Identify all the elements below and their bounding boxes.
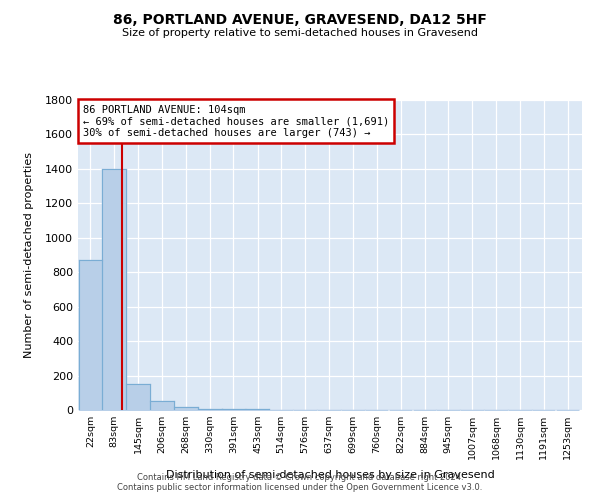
Text: Contains HM Land Registry data © Crown copyright and database right 2024.
Contai: Contains HM Land Registry data © Crown c… <box>118 473 482 492</box>
X-axis label: Distribution of semi-detached houses by size in Gravesend: Distribution of semi-detached houses by … <box>166 470 494 480</box>
Y-axis label: Number of semi-detached properties: Number of semi-detached properties <box>24 152 34 358</box>
Text: 86, PORTLAND AVENUE, GRAVESEND, DA12 5HF: 86, PORTLAND AVENUE, GRAVESEND, DA12 5HF <box>113 12 487 26</box>
Text: 86 PORTLAND AVENUE: 104sqm
← 69% of semi-detached houses are smaller (1,691)
30%: 86 PORTLAND AVENUE: 104sqm ← 69% of semi… <box>83 104 389 138</box>
Text: Size of property relative to semi-detached houses in Gravesend: Size of property relative to semi-detach… <box>122 28 478 38</box>
